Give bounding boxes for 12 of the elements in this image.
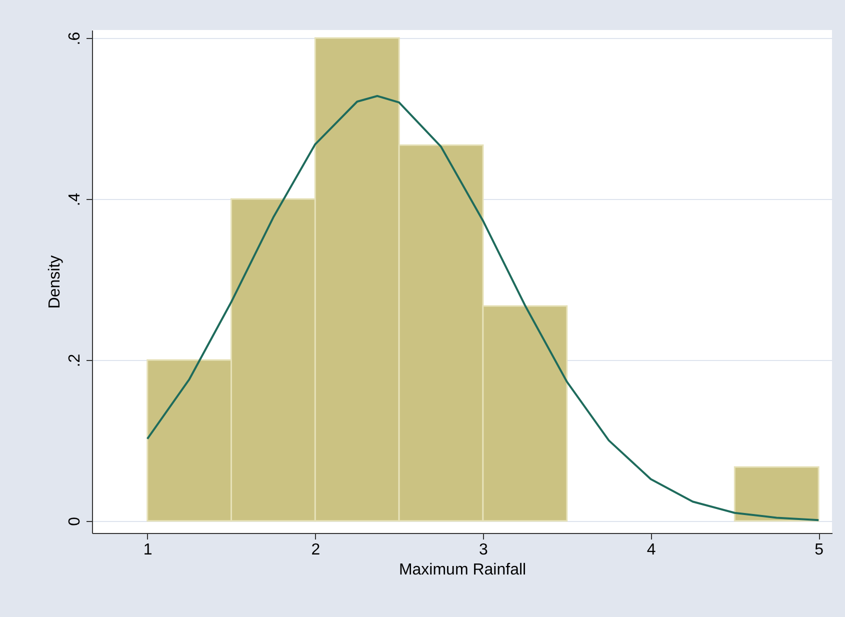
x-tick-label: 5 xyxy=(814,542,824,558)
x-tick-label: 3 xyxy=(479,542,488,558)
x-tick-label: 2 xyxy=(311,542,320,558)
x-tick-label: 1 xyxy=(143,542,152,558)
x-axis-title: Maximum Rainfall xyxy=(398,562,526,578)
y-axis-title: Density xyxy=(46,255,64,309)
x-tick-label: 4 xyxy=(646,542,656,558)
y-tick-label: 0 xyxy=(66,516,84,526)
y-tick-label: .4 xyxy=(66,192,84,206)
line-series xyxy=(146,94,820,522)
y-tick-label: .2 xyxy=(66,354,84,368)
y-tick-label: .6 xyxy=(66,32,84,46)
